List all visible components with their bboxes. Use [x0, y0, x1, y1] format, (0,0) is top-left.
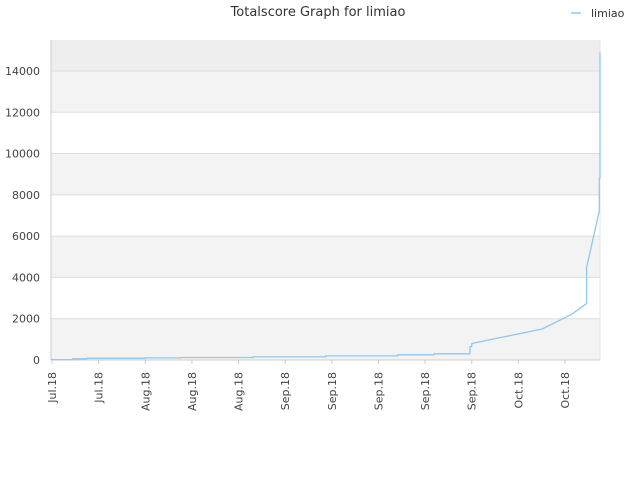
plot-bands [51, 40, 600, 360]
y-tick-label: 0 [33, 354, 40, 367]
y-tick-label: 12000 [5, 106, 40, 119]
x-tick-label: Oct.18 [512, 372, 525, 409]
x-tick-label: Jul.18 [46, 372, 59, 404]
y-axis: 0 2000 4000 6000 8000 10000 12000 14000 [5, 65, 40, 367]
x-tick-label: Sep.18 [372, 372, 385, 410]
x-tick-label: Aug.18 [233, 372, 246, 411]
chart-title: Totalscore Graph for limiao [230, 5, 406, 20]
x-tick-label: Oct.18 [559, 372, 572, 409]
x-tick-label: Sep.18 [466, 372, 479, 410]
y-tick-label: 10000 [5, 148, 40, 161]
x-tick-label: Sep.18 [419, 372, 432, 410]
x-tick-label: Jul.18 [93, 372, 106, 404]
plot-band [51, 40, 600, 71]
plot-band [51, 70, 600, 113]
plot-band [51, 277, 600, 319]
x-tick-label: Aug.18 [139, 372, 152, 411]
y-tick-label: 2000 [12, 313, 40, 326]
x-tick-label: Sep.18 [326, 372, 339, 410]
series-line-limiao [51, 52, 601, 361]
plot-band [51, 112, 600, 154]
y-tick-label: 14000 [5, 65, 40, 78]
x-tick-label: Aug.18 [186, 372, 199, 411]
x-axis: Jul.18 Jul.18 Aug.18 Aug.18 Aug.18 Sep.18 Sep.… [46, 360, 572, 411]
legend: limiao [571, 7, 625, 20]
series-group [51, 52, 601, 361]
plot-band [51, 236, 600, 278]
y-tick-label: 8000 [12, 189, 40, 202]
plot-band [51, 318, 600, 360]
y-tick-label: 6000 [12, 230, 40, 243]
gridlines [50, 40, 601, 361]
legend-label-limiao: limiao [591, 7, 625, 20]
y-tick-label: 4000 [12, 271, 40, 284]
plot-band [51, 153, 600, 195]
plot-band [51, 194, 600, 237]
x-tick-label: Sep.18 [279, 372, 292, 410]
